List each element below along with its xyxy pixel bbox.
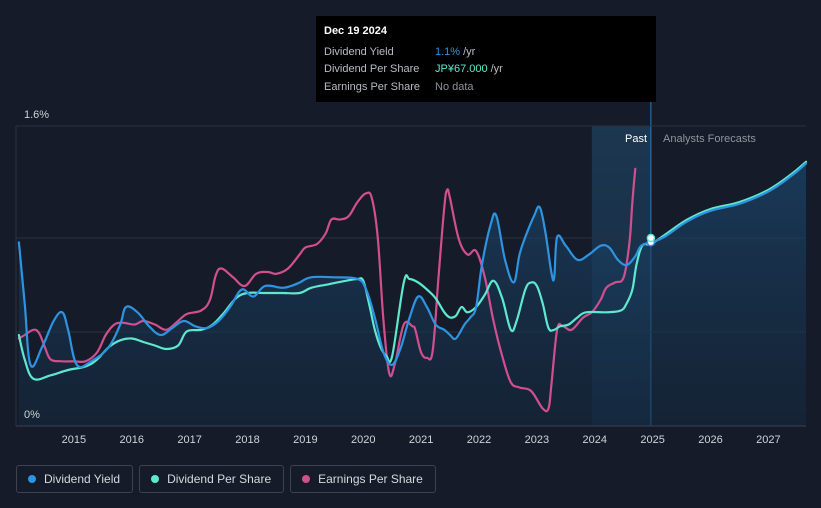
hover-tooltip: Dec 19 2024 Dividend Yield 1.1%/yr Divid… — [316, 16, 656, 102]
x-tick-label: 2016 — [120, 434, 144, 446]
y-tick-label-bottom: 0% — [24, 409, 40, 421]
legend-label: Dividend Per Share — [167, 472, 272, 486]
x-tick-label: 2018 — [235, 434, 259, 446]
tooltip-row-dividend-per-share: Dividend Per Share JP¥67.000/yr — [324, 61, 648, 79]
tooltip-key: Dividend Per Share — [324, 63, 420, 76]
legend-item-earnings-per-share[interactable]: Earnings Per Share — [290, 465, 436, 493]
earnings-per-share-line — [17, 167, 637, 413]
legend-dot-icon — [151, 475, 160, 483]
forecast-region-label: Analysts Forecasts — [663, 133, 756, 145]
tooltip-key: Dividend Yield — [324, 45, 394, 58]
tooltip-row-dividend-yield: Dividend Yield 1.1%/yr — [324, 43, 648, 61]
x-axis: 2015 2016 2017 2018 2019 2020 2021 2022 2023 2024… — [16, 425, 806, 446]
x-tick-label: 2020 — [351, 434, 375, 446]
chart-legend: Dividend Yield Dividend Per Share Earnin… — [16, 465, 436, 493]
past-region-label: Past — [625, 133, 647, 145]
x-tick-label: 2027 — [756, 434, 780, 446]
dividend-yield-line — [17, 162, 808, 369]
legend-label: Earnings Per Share — [318, 472, 423, 486]
tooltip-date: Dec 19 2024 — [324, 25, 387, 37]
x-tick-label: 2023 — [525, 434, 549, 446]
legend-label: Dividend Yield — [44, 472, 121, 486]
x-tick-label: 2017 — [177, 434, 201, 446]
x-tick-label: 2015 — [62, 434, 86, 446]
dividend-yield-area — [18, 163, 806, 426]
x-tick-label: 2024 — [583, 434, 607, 446]
tooltip-row-earnings-per-share: Earnings Per Share No data — [324, 78, 648, 96]
tooltip-key: Earnings Per Share — [324, 80, 420, 93]
tooltip-unit: /yr — [463, 45, 476, 58]
legend-dot-icon — [302, 475, 311, 483]
tooltip-value: JP¥67.000 — [435, 63, 488, 76]
dividend-per-share-marker — [646, 233, 656, 243]
y-tick-label-top: 1.6% — [24, 109, 49, 121]
tooltip-value: 1.1% — [435, 45, 461, 58]
x-tick-label: 2021 — [409, 434, 433, 446]
x-tick-label: 2025 — [640, 434, 664, 446]
legend-item-dividend-per-share[interactable]: Dividend Per Share — [139, 465, 285, 493]
x-tick-label: 2019 — [293, 434, 317, 446]
x-tick-label: 2026 — [698, 434, 722, 446]
x-tick-label: 2022 — [467, 434, 491, 446]
dividend-per-share-line — [17, 160, 808, 381]
tooltip-unit: /yr — [490, 63, 503, 76]
legend-item-dividend-yield[interactable]: Dividend Yield — [16, 465, 134, 493]
tooltip-value: No data — [435, 80, 474, 93]
legend-dot-icon — [28, 475, 36, 483]
